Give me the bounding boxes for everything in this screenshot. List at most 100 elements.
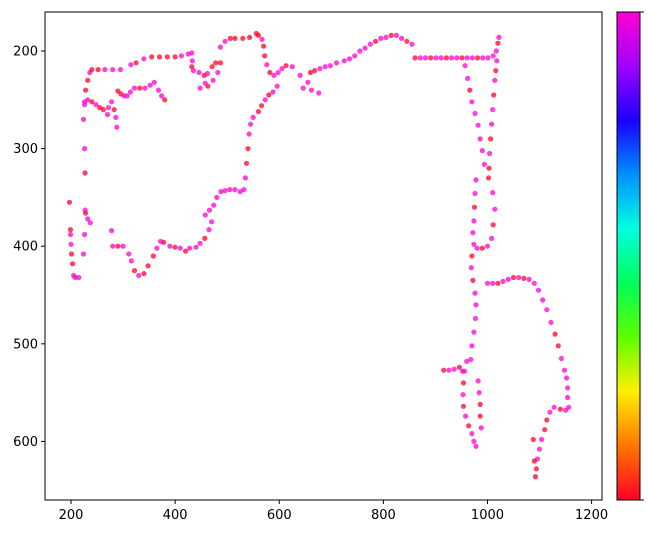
scatter-point <box>149 54 155 60</box>
scatter-point <box>155 87 162 93</box>
scatter-point <box>242 175 248 181</box>
scatter-point <box>441 367 447 373</box>
scatter-point <box>111 107 117 113</box>
scatter-point <box>209 64 215 70</box>
scatter-point <box>217 44 223 50</box>
scatter-point <box>473 302 479 308</box>
scatter-point <box>141 271 147 277</box>
scatter-point <box>490 190 496 196</box>
scatter-point <box>459 55 465 61</box>
scatter-point <box>283 63 289 69</box>
scatter-point <box>189 58 195 64</box>
scatter-point <box>164 54 170 60</box>
scatter-point <box>477 136 483 142</box>
scatter-point <box>271 72 277 78</box>
scatter-point <box>261 43 267 49</box>
scatter-point <box>341 58 347 64</box>
scatter-point <box>490 280 496 286</box>
scatter-point <box>289 64 295 70</box>
scatter-point <box>217 60 223 66</box>
scatter-point <box>469 343 475 349</box>
scatter-point <box>89 99 95 105</box>
scatter-point <box>76 274 82 281</box>
scatter-point <box>542 427 548 433</box>
y-tick-label: 500 <box>13 337 38 352</box>
y-tick-label: 400 <box>13 240 38 255</box>
scatter-point <box>565 394 571 401</box>
scatter-point <box>548 319 554 325</box>
scatter-point <box>196 69 202 76</box>
scatter-point <box>154 245 160 251</box>
scatter-point <box>85 97 91 103</box>
scatter-point <box>95 67 101 73</box>
scatter-point <box>197 85 203 91</box>
scatter-point <box>218 189 224 195</box>
y-tick-label: 200 <box>13 45 38 60</box>
scatter-point <box>270 89 276 95</box>
scatter-point <box>558 355 565 362</box>
scatter-point <box>193 244 199 250</box>
scatter-point <box>264 62 270 68</box>
scatter-point <box>172 54 178 60</box>
scatter-point <box>470 230 476 236</box>
scatter-point <box>478 425 484 431</box>
scatter-point <box>213 60 219 66</box>
x-axis-ticks: 200 400 600 800 1000 1200 <box>59 500 608 523</box>
scatter-point <box>495 280 501 286</box>
scatter-point <box>189 50 195 56</box>
scatter-point <box>530 436 536 443</box>
scatter-point <box>117 67 124 73</box>
scatter-point <box>206 207 213 213</box>
scatter-point <box>460 392 466 398</box>
scatter-point <box>243 160 250 166</box>
scatter-point <box>82 146 88 152</box>
scatter-point <box>300 85 306 91</box>
scatter-point <box>178 53 184 59</box>
scatter-point <box>462 63 468 69</box>
scatter-point <box>162 97 168 103</box>
scatter-point <box>133 60 139 66</box>
scatter-point <box>346 56 353 62</box>
y-axis-ticks: 200 300 400 500 600 <box>13 45 45 450</box>
scatter-point <box>446 367 452 373</box>
scatter-point <box>266 92 272 98</box>
scatter-point <box>492 206 498 212</box>
scatter-point <box>190 68 196 74</box>
scatter-point <box>114 124 120 130</box>
scatter-point <box>72 274 78 281</box>
scatter-point <box>124 93 130 99</box>
scatter-point <box>479 148 485 154</box>
scatter-point <box>109 228 115 234</box>
scatter-point <box>322 64 328 70</box>
scatter-point <box>532 474 539 480</box>
scatter-point <box>475 122 481 128</box>
scatter-point <box>472 190 478 197</box>
scatter-point <box>136 272 142 279</box>
scatter-point <box>488 136 494 142</box>
scatter-point <box>388 32 394 39</box>
scatter-point <box>215 69 221 76</box>
scatter-point <box>449 55 455 61</box>
scatter-point <box>490 107 496 113</box>
x-tick-label: 1200 <box>575 508 608 523</box>
scatter-point <box>80 251 87 257</box>
scatter-point <box>222 38 228 44</box>
scatter-point <box>259 36 265 42</box>
scatter-point <box>246 131 252 137</box>
scatter-point <box>481 161 487 167</box>
scatter-point <box>417 55 423 61</box>
scatter-point <box>516 274 522 281</box>
scatter-point <box>454 55 460 61</box>
scatter-point <box>68 241 74 247</box>
scatter-point <box>464 55 470 61</box>
scatter-point <box>489 235 495 241</box>
scatter-point <box>475 55 481 61</box>
scatter-point <box>459 368 466 374</box>
scatter-point <box>227 35 233 42</box>
scatter-point <box>469 431 475 437</box>
scatter-point <box>484 280 491 286</box>
scatter-point <box>317 66 323 72</box>
scatter-point <box>490 53 496 59</box>
scatter-point <box>468 356 474 363</box>
scatter-point <box>443 55 449 61</box>
